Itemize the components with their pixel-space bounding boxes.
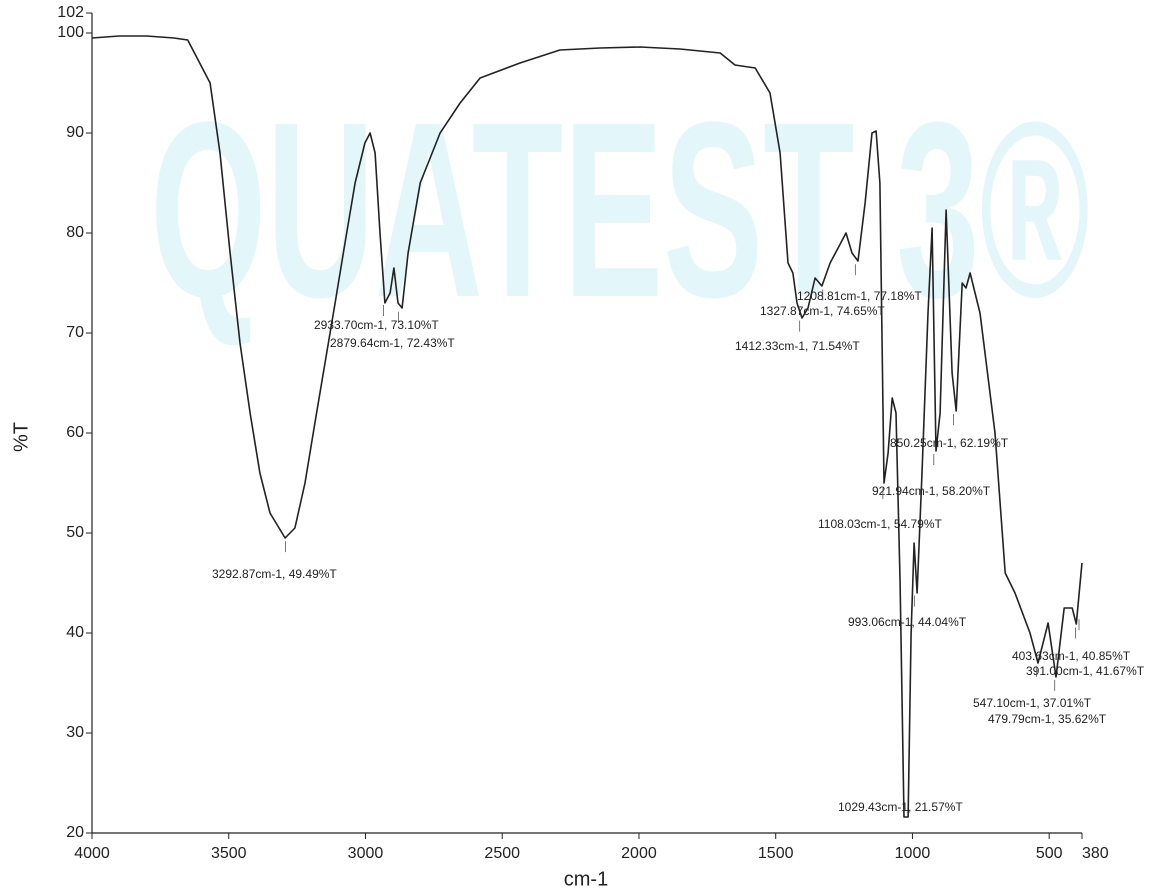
peak-label: 547.10cm-1, 37.01%T [973, 696, 1092, 710]
x-axis-label: cm-1 [564, 868, 608, 890]
x-tick-label: 2000 [621, 845, 657, 862]
y-tick-label: 80 [66, 224, 84, 241]
x-tick-label: 2500 [484, 845, 520, 862]
peak-label: 1412.33cm-1, 71.54%T [735, 339, 860, 353]
peak-label: 2933.70cm-1, 73.10%T [314, 318, 439, 332]
peak-label: 850.25cm-1, 62.19%T [890, 436, 1009, 450]
peak-label: 3292.87cm-1, 49.49%T [212, 567, 337, 581]
y-tick-label: 30 [66, 724, 84, 741]
y-tick-label: 20 [66, 824, 84, 841]
x-tick-label: 3500 [211, 845, 247, 862]
y-tick-label: 50 [66, 524, 84, 541]
x-tick-label: 4000 [74, 845, 110, 862]
y-tick-label: 40 [66, 624, 84, 641]
y-tick-label: 70 [66, 324, 84, 341]
peak-label: 1029.43cm-1, 21.57%T [838, 800, 963, 814]
y-tick-label: 60 [66, 424, 84, 441]
y-tick-label: 90 [66, 124, 84, 141]
peak-label: 1208.81cm-1, 77.18%T [797, 289, 922, 303]
y-tick-label: 100 [57, 24, 84, 41]
x-tick-label: 1000 [895, 845, 931, 862]
x-tick-label: 3000 [348, 845, 384, 862]
x-tick-label: 1500 [758, 845, 794, 862]
peak-label: 479.79cm-1, 35.62%T [988, 712, 1107, 726]
peak-label: 1108.03cm-1, 54.79%T [818, 517, 943, 531]
peak-label: 921.94cm-1, 58.20%T [872, 484, 991, 498]
peak-label: 2879.64cm-1, 72.43%T [330, 336, 455, 350]
peak-label: 993.06cm-1, 44.04%T [848, 615, 967, 629]
y-tick-label: 102 [57, 4, 84, 21]
y-axis-label: %T [10, 422, 32, 452]
spectrum-line [91, 35, 1083, 818]
peak-label: 1327.87cm-1, 74.65%T [760, 304, 885, 318]
x-tick-label: 500 [1036, 845, 1063, 862]
peak-label: 403.63cm-1, 40.85%T [1012, 649, 1131, 663]
x-tick-label: 380 [1082, 845, 1109, 862]
peak-label: 391.00cm-1, 41.67%T [1026, 664, 1145, 678]
